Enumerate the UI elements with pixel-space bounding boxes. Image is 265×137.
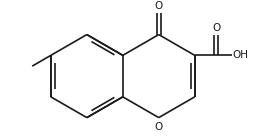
Text: O: O [154,122,163,132]
Text: OH: OH [232,50,249,60]
Text: O: O [154,1,163,11]
Text: O: O [212,23,220,33]
